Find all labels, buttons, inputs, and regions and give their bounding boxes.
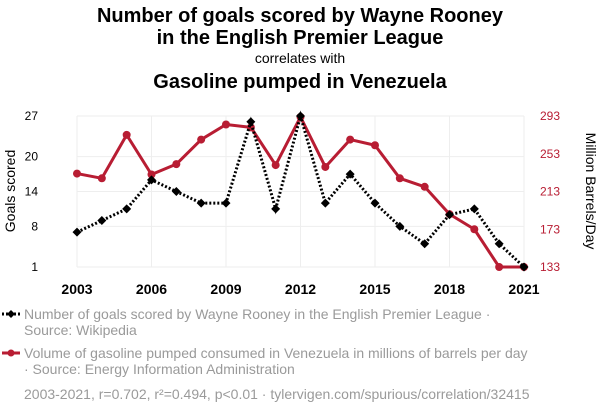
series-goals-point [246, 117, 256, 127]
series-gasoline-point [495, 263, 504, 271]
series-goals-point [271, 204, 281, 214]
series-gasoline-point [371, 141, 379, 150]
legend-marker-goals [7, 310, 15, 318]
series-layer [72, 110, 529, 272]
legend-gasoline-line-2: · Source: Energy Information Administrat… [24, 361, 295, 377]
x-tick-label: 2018 [434, 281, 465, 297]
left-tick-label: 8 [31, 219, 38, 233]
right-tick-label: 253 [540, 147, 560, 161]
series-goals-point [420, 239, 430, 249]
series-goals-point [122, 204, 132, 214]
left-tick-label: 14 [25, 185, 39, 199]
series-goals-point [221, 198, 231, 208]
series-goals-point [445, 210, 454, 220]
series-goals-point [519, 262, 529, 272]
x-tick-label: 2021 [508, 281, 539, 297]
legend-item-goals: Number of goals scored by Wayne Rooney i… [2, 306, 490, 338]
series-gasoline-point [97, 174, 106, 183]
x-tick-label: 2009 [210, 281, 241, 297]
series-goals-point [196, 198, 206, 208]
series-gasoline-point [147, 170, 156, 179]
legend-goals-line-2: Source: Wikipedia [24, 322, 137, 338]
series-goals-point [469, 204, 479, 214]
x-tick-label: 2012 [285, 281, 316, 297]
series-goals-point [72, 227, 82, 237]
right-axis-ticks: 133 173 213 253 293 [540, 109, 560, 274]
left-tick-label: 27 [25, 109, 39, 123]
series-gasoline-point [321, 162, 330, 171]
series-goals-point [320, 198, 330, 208]
series-goals-point [370, 198, 380, 208]
left-tick-label: 1 [31, 260, 38, 274]
x-axis-ticks: 2003 2006 2009 2012 2015 2018 2021 [61, 281, 539, 297]
chart-title-2: Gasoline pumped in Venezuela [153, 71, 447, 93]
series-goals-point [147, 175, 156, 185]
series-gasoline-point [222, 120, 230, 129]
gridlines [76, 115, 525, 268]
legend-marker-gasoline [7, 349, 15, 357]
series-gasoline-point [122, 130, 131, 139]
series-gasoline-point [172, 160, 181, 169]
series-gasoline-point [346, 135, 355, 144]
series-gasoline-point [395, 174, 404, 183]
series-gasoline-point [420, 182, 429, 191]
right-tick-label: 133 [540, 260, 560, 274]
x-tick-label: 2003 [61, 281, 92, 297]
chart-subtitle: correlates with [255, 50, 345, 66]
legend-gasoline-line-1: Volume of gasoline pumped consumed in Ve… [24, 345, 528, 361]
series-goals-point [171, 187, 181, 196]
right-tick-label: 213 [540, 185, 560, 199]
series-gasoline-point [271, 161, 280, 170]
series-goals-point [494, 239, 504, 249]
left-tick-label: 20 [25, 150, 39, 164]
left-axis-label: Goals scored [2, 150, 18, 232]
series-gasoline-point [73, 169, 81, 178]
chart-title-line-1: Number of goals scored by Wayne Rooney [97, 5, 504, 27]
x-tick-label: 2015 [359, 281, 390, 297]
right-tick-label: 173 [540, 222, 560, 236]
legend-item-gasoline: Volume of gasoline pumped consumed in Ve… [2, 345, 528, 377]
series-goals-point [345, 169, 355, 179]
right-axis-label: Million Barrels/Day [583, 133, 599, 250]
left-axis-ticks: 1 8 14 20 27 [25, 109, 39, 274]
chart-title-line-2: in the English Premier League [157, 27, 444, 49]
x-tick-label: 2006 [136, 281, 167, 297]
series-goals-point [395, 221, 405, 231]
right-tick-label: 293 [540, 109, 560, 123]
series-gasoline-point [197, 135, 206, 144]
series-goals-point [296, 111, 305, 121]
series-gasoline-point [470, 225, 479, 234]
legend-goals-line-1: Number of goals scored by Wayne Rooney i… [24, 306, 490, 322]
series-goals-point [97, 216, 107, 226]
chart-footer: 2003-2021, r=0.702, r²=0.494, p<0.01 · t… [24, 386, 530, 402]
